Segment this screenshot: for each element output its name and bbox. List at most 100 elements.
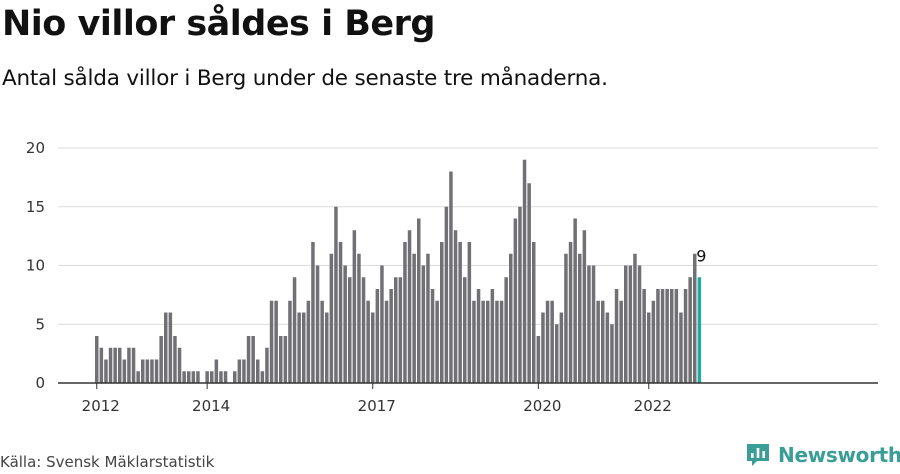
bar: [426, 253, 430, 383]
bar: [177, 347, 182, 383]
x-tick-label: 2022: [634, 397, 672, 415]
bar: [150, 359, 154, 383]
data-labels: 9: [696, 246, 706, 265]
highlight-value-label: 9: [696, 246, 706, 265]
bar: [486, 300, 490, 383]
bar: [371, 312, 375, 383]
bar: [233, 371, 237, 383]
bar: [476, 289, 481, 383]
bar: [315, 265, 320, 383]
bar: [265, 347, 269, 383]
bar: [95, 336, 99, 383]
bar: [435, 300, 439, 383]
bar: [274, 300, 278, 383]
bar: [601, 300, 605, 383]
bar: [610, 324, 614, 383]
bar: [495, 300, 499, 383]
bar: [334, 206, 338, 383]
y-tick-label: 15: [26, 198, 45, 216]
bar: [214, 359, 219, 383]
bar: [407, 230, 412, 383]
bar: [343, 265, 347, 383]
bar: [660, 289, 665, 383]
bar: [624, 265, 628, 383]
bar: [187, 371, 191, 383]
bar: [628, 265, 633, 383]
bar: [683, 289, 688, 383]
bar: [297, 312, 301, 383]
bar: [127, 347, 131, 383]
bar: [219, 371, 223, 383]
bar: [614, 289, 619, 383]
bar: [568, 242, 573, 383]
bar: [196, 371, 200, 383]
bar: [302, 312, 306, 383]
bar: [637, 265, 642, 383]
bar: [384, 300, 389, 383]
x-tick-label: 2012: [82, 397, 120, 415]
bar: [357, 253, 361, 383]
bar: [674, 289, 679, 383]
bar: [366, 300, 370, 383]
newsworthy-logo[interactable]: Newsworthy: [745, 442, 900, 468]
bar: [688, 277, 692, 383]
bar: [536, 336, 541, 383]
bar: [490, 289, 495, 383]
bar: [430, 289, 435, 383]
bar: [481, 300, 485, 383]
brand-name: Newsworthy: [778, 443, 900, 467]
bar: [279, 336, 283, 383]
bar: [205, 371, 209, 383]
bar: [164, 312, 168, 383]
bar: [99, 347, 104, 383]
bar: [104, 359, 108, 383]
bar: [522, 159, 527, 383]
bar: [269, 300, 274, 383]
bar: [352, 230, 357, 383]
source-note: Källa: Svensk Mäklarstatistik: [0, 453, 215, 471]
bar: [325, 312, 329, 383]
bar: [361, 277, 366, 383]
bar: [633, 253, 637, 383]
bar: [555, 324, 559, 383]
y-tick-label: 10: [26, 257, 45, 275]
bar: [467, 242, 472, 383]
bar: [596, 300, 600, 383]
bar: [246, 336, 251, 383]
x-tick-label: 2017: [358, 397, 396, 415]
bar: [656, 289, 660, 383]
chart-title: Nio villor såldes i Berg: [2, 4, 436, 44]
bar: [440, 242, 444, 383]
newsworthy-chart-icon: [747, 444, 769, 466]
bar: [113, 347, 117, 383]
bar: [499, 300, 504, 383]
bar: [559, 312, 564, 383]
bar: [453, 230, 458, 383]
bar: [260, 371, 265, 383]
bar: [154, 359, 159, 383]
y-tick-label: 20: [26, 139, 45, 157]
bar: [458, 242, 462, 383]
bar: [532, 242, 536, 383]
bar: [412, 253, 416, 383]
bar: [472, 300, 476, 383]
bar: [670, 289, 674, 383]
bar: [513, 218, 518, 383]
bar: [292, 277, 297, 383]
bar: [421, 265, 426, 383]
bar: [545, 300, 550, 383]
bar: [518, 206, 522, 383]
bar: [541, 312, 545, 383]
bar: [251, 336, 255, 383]
bar: [504, 277, 508, 383]
bars: [95, 159, 702, 383]
bar: [136, 371, 140, 383]
bar: [591, 265, 596, 383]
bar: [619, 300, 623, 383]
bar: [182, 371, 186, 383]
bar: [642, 289, 646, 383]
x-axis: 2012 2014 2017 2020 2022: [58, 382, 878, 415]
bar: [237, 359, 242, 383]
bar: [338, 242, 343, 383]
